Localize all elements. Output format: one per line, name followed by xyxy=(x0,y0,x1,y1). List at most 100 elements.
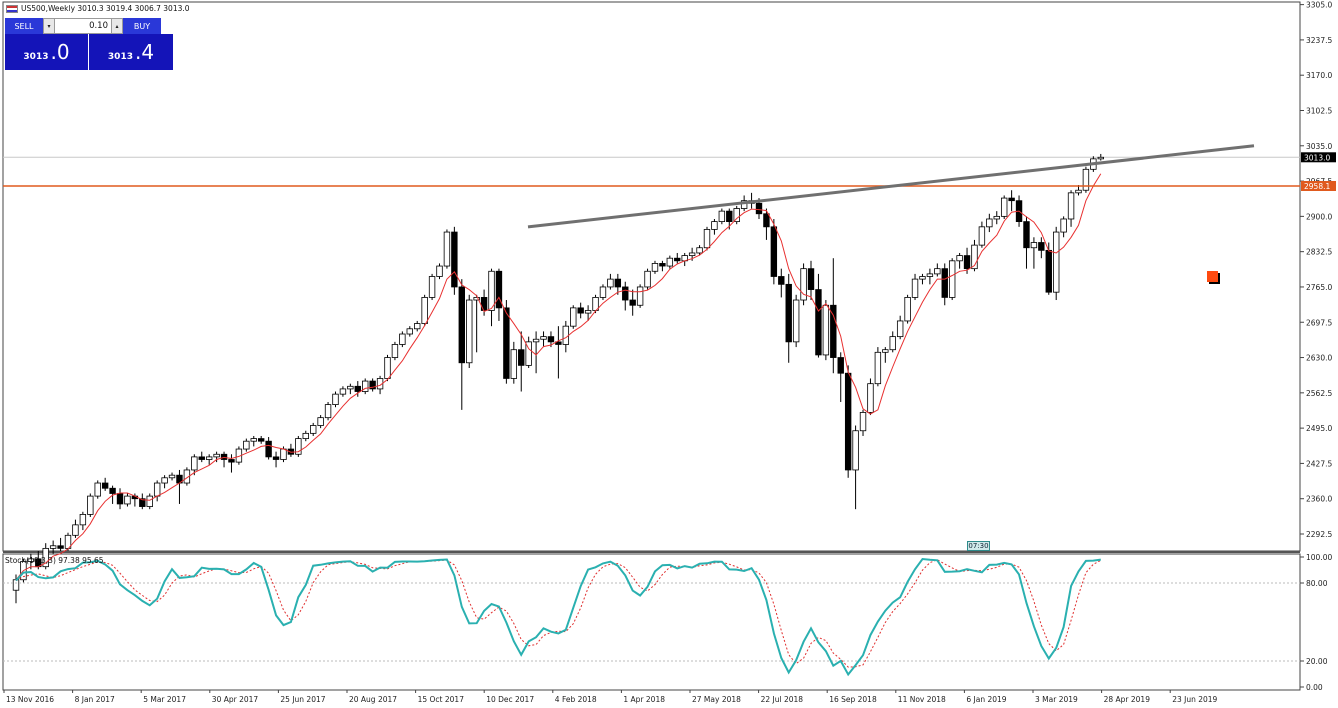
bullish-candle xyxy=(1097,156,1104,160)
bullish-candle xyxy=(79,514,87,526)
bearish-candle xyxy=(228,459,235,463)
bearish-candle xyxy=(815,289,822,356)
bearish-candle xyxy=(503,307,510,379)
bearish-candle xyxy=(629,299,636,306)
price-tick-label: 3035.0 xyxy=(1306,142,1332,151)
bullish-candle xyxy=(309,425,317,434)
bullish-candle xyxy=(971,244,978,270)
bearish-candle xyxy=(257,438,265,442)
price-tick-label: 2832.5 xyxy=(1306,248,1332,257)
bearish-candle xyxy=(622,286,629,301)
time-tick-label: 28 Apr 2019 xyxy=(1104,695,1151,704)
bearish-candle xyxy=(555,341,562,345)
volume-increase-button[interactable]: ▴ xyxy=(111,18,123,34)
bearish-candle xyxy=(139,498,146,507)
bullish-candle xyxy=(852,430,859,471)
resistance-trend-line xyxy=(527,144,1255,229)
bullish-candle xyxy=(948,260,956,298)
bullish-candle xyxy=(696,247,703,254)
bullish-candle xyxy=(250,438,257,442)
bearish-candle xyxy=(495,270,503,309)
time-tick-label: 15 Oct 2017 xyxy=(418,695,465,704)
current-price-box xyxy=(1301,152,1336,163)
bearish-candle xyxy=(726,210,733,222)
chart-overlays xyxy=(3,144,1300,581)
bullish-candle xyxy=(703,229,711,249)
bearish-candle xyxy=(674,257,681,262)
bearish-candle xyxy=(844,372,852,471)
price-panel-frame xyxy=(2,1,1301,552)
bullish-candle xyxy=(421,297,428,324)
bullish-candle xyxy=(570,307,577,327)
bearish-candle xyxy=(770,226,778,277)
bullish-candle xyxy=(1060,218,1067,233)
bullish-candle xyxy=(822,304,830,356)
bullish-candle xyxy=(644,270,651,288)
level-price-box xyxy=(1301,180,1336,191)
time-marker-badge[interactable]: 07:30 xyxy=(967,541,990,551)
bearish-candle xyxy=(659,263,666,267)
bearish-candle xyxy=(369,380,376,390)
bullish-candle xyxy=(12,579,20,591)
bullish-candle xyxy=(636,286,644,306)
axes: 3305.03237.53170.03102.53035.02967.52900… xyxy=(3,1,1336,704)
buy-button[interactable]: BUY xyxy=(123,18,161,34)
bullish-candle xyxy=(302,432,309,439)
volume-input[interactable]: 0.10 xyxy=(55,18,111,34)
bearish-candle xyxy=(1023,221,1030,249)
bullish-candle xyxy=(191,456,198,471)
bullish-candle xyxy=(986,218,993,228)
stoch-tick-label: 80.00 xyxy=(1306,579,1328,588)
sell-button[interactable]: SELL xyxy=(5,18,43,34)
bullish-candle xyxy=(711,221,718,230)
bullish-candle xyxy=(584,310,592,314)
bullish-candle xyxy=(49,545,57,549)
bullish-candle xyxy=(993,215,1000,220)
bullish-candle xyxy=(436,265,443,277)
bearish-candle xyxy=(807,268,815,290)
bullish-candle xyxy=(800,268,807,301)
bullish-candle xyxy=(978,226,986,246)
price-tick-label: 3102.5 xyxy=(1306,106,1332,115)
bullish-candle xyxy=(1000,197,1008,217)
bullish-candle xyxy=(414,323,421,330)
bullish-candle xyxy=(384,357,391,379)
time-tick-label: 5 Mar 2017 xyxy=(143,695,186,704)
bullish-candle xyxy=(540,336,547,340)
stoch-tick-label: 100.00 xyxy=(1306,553,1332,562)
bearish-candle xyxy=(614,278,622,288)
bullish-candle xyxy=(733,208,740,222)
buy-price-button[interactable]: 3013 .4 xyxy=(89,34,173,70)
bullish-candle xyxy=(146,495,153,507)
time-tick-label: 4 Feb 2018 xyxy=(555,695,597,704)
bearish-candle xyxy=(101,482,109,489)
price-tick-label: 3305.0 xyxy=(1306,1,1332,10)
bullish-candle xyxy=(792,299,800,343)
sell-price-button[interactable]: 3013 .0 xyxy=(5,34,89,70)
bullish-candle xyxy=(919,276,926,280)
bullish-candle xyxy=(1082,168,1090,191)
buy-price-pips: .4 xyxy=(134,40,155,64)
bearish-candle xyxy=(109,487,116,494)
stoch-main-line xyxy=(15,557,1101,677)
time-tick-label: 8 Jan 2017 xyxy=(75,695,115,704)
time-tick-label: 22 Jul 2018 xyxy=(761,695,804,704)
price-tick-label: 2495.0 xyxy=(1306,424,1332,433)
volume-decrease-button[interactable]: ▾ xyxy=(43,18,55,34)
buy-price-main: 3013 xyxy=(107,52,133,62)
price-tick-label: 3237.5 xyxy=(1306,36,1332,45)
orange-square-marker[interactable] xyxy=(1207,271,1218,282)
bullish-candle xyxy=(1030,242,1038,249)
price-tick-label: 2765.0 xyxy=(1306,283,1332,292)
bullish-candle xyxy=(332,393,339,405)
bearish-candle xyxy=(830,304,837,358)
moving-average-line xyxy=(15,173,1102,581)
time-tick-label: 23 Jun 2019 xyxy=(1172,695,1217,704)
bullish-candle xyxy=(406,328,413,335)
bullish-candle xyxy=(599,286,607,298)
bullish-candle xyxy=(510,349,518,379)
bullish-candle xyxy=(532,338,540,343)
price-tick-label: 2427.5 xyxy=(1306,459,1332,468)
